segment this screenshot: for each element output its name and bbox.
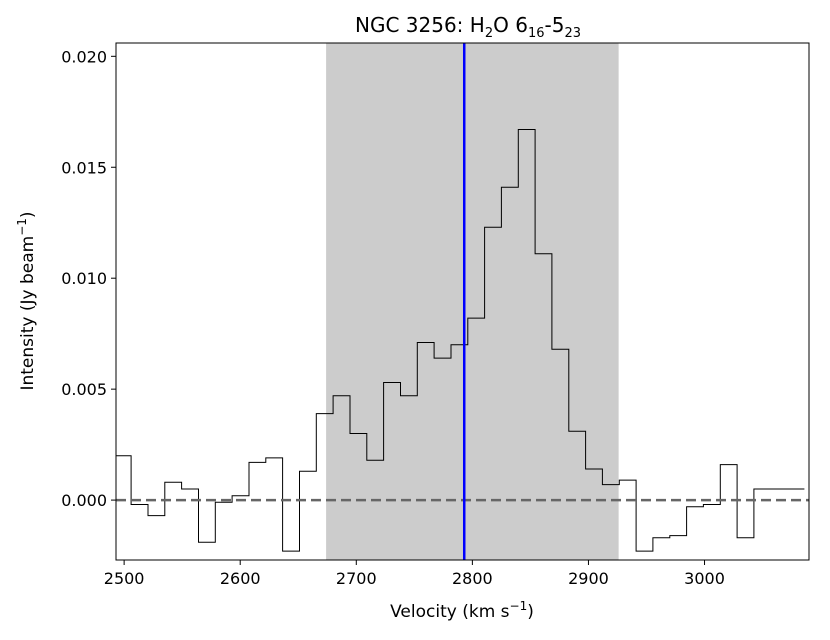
x-tick-label: 2700 xyxy=(336,569,377,588)
y-tick-label: 0.015 xyxy=(61,158,107,177)
plot-area xyxy=(115,42,810,561)
x-tick-label: 3000 xyxy=(684,569,725,588)
shaded-band xyxy=(326,43,619,560)
y-axis-ticks: 0.000 0.005 0.010 0.015 0.020 xyxy=(61,47,116,510)
x-tick-label: 2600 xyxy=(220,569,261,588)
y-tick-label: 0.010 xyxy=(61,269,107,288)
plot-frame xyxy=(115,42,810,561)
x-tick-label: 2900 xyxy=(568,569,609,588)
chart-title: NGC 3256: H2O 616-523 xyxy=(355,13,581,41)
spectrum-step-line xyxy=(116,129,805,552)
x-axis-label: Velocity (km s−1) xyxy=(390,599,534,622)
y-tick-label: 0.020 xyxy=(61,47,107,66)
x-axis-ticks: 2500 2600 2700 2800 2900 3000 xyxy=(104,560,725,588)
x-tick-label: 2800 xyxy=(452,569,493,588)
y-tick-label: 0.005 xyxy=(61,380,107,399)
x-tick-label: 2500 xyxy=(104,569,145,588)
y-tick-label: 0.000 xyxy=(61,491,107,510)
y-axis-label: Intensity (Jy beam−1) xyxy=(15,211,38,390)
